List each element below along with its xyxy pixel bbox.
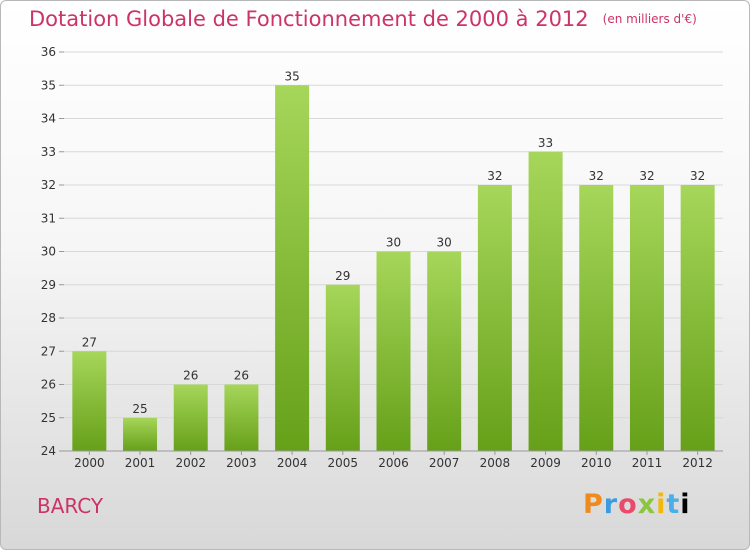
bar-value-label: 32	[639, 169, 654, 183]
bar-value-label: 32	[487, 169, 502, 183]
bar-data-labels: 27 25 26 26 35 29 30 30 32 33 32 32 32	[82, 69, 706, 416]
logo-letter: x	[637, 489, 657, 520]
chart-title-text: Dotation Globale de Fonctionnement de 20…	[29, 7, 589, 31]
y-tick-label: 30	[41, 245, 56, 259]
bar-2000	[72, 351, 107, 451]
y-tick-label: 29	[41, 278, 56, 292]
proxiti-logo: Proxiti	[583, 489, 691, 520]
bar-value-label: 26	[183, 369, 198, 383]
x-tick-label: 2008	[480, 456, 511, 470]
x-tick-label: 2003	[226, 456, 257, 470]
y-tick-label: 24	[41, 444, 56, 458]
bar-2002	[173, 384, 208, 451]
bar-2008	[477, 185, 512, 451]
x-tick-label: 2007	[429, 456, 460, 470]
logo-letter: r	[603, 489, 619, 520]
chart-title: Dotation Globale de Fonctionnement de 20…	[29, 7, 697, 31]
bar-2012	[680, 185, 715, 451]
chart-subtitle: (en milliers d'€)	[602, 12, 697, 26]
bar-2011	[629, 185, 664, 451]
x-tick-label: 2009	[530, 456, 561, 470]
bar-2010	[579, 185, 614, 451]
bar-2009	[528, 151, 563, 451]
bar-value-label: 35	[284, 69, 299, 83]
y-tick-label: 32	[41, 178, 56, 192]
bar-value-label: 33	[538, 136, 553, 150]
x-tick-label: 2004	[277, 456, 308, 470]
bar-value-label: 32	[589, 169, 604, 183]
y-tick-label: 36	[41, 45, 56, 59]
x-tick-label: 2005	[328, 456, 359, 470]
y-axis-ticks: 24 25 26 27 28 29 30 31 32 33 34 35 36	[41, 45, 64, 458]
y-tick-label: 28	[41, 311, 56, 325]
logo-letter: i	[680, 489, 691, 520]
bar-2001	[123, 417, 158, 451]
x-axis-ticks: 2000 2001 2002 2003 2004 2005 2006 2007 2008 2009…	[74, 451, 713, 470]
y-tick-label: 26	[41, 378, 56, 392]
x-tick-label: 2001	[125, 456, 156, 470]
y-tick-label: 34	[41, 112, 56, 126]
bar-2004	[275, 85, 310, 451]
logo-letter: t	[666, 489, 681, 520]
x-tick-label: 2000	[74, 456, 105, 470]
bar-value-label: 29	[335, 269, 350, 283]
bar-2005	[325, 284, 360, 451]
bar-2006	[376, 251, 411, 451]
bar-value-label: 26	[234, 369, 249, 383]
y-tick-label: 35	[41, 78, 56, 92]
bar-value-label: 32	[690, 169, 705, 183]
y-tick-label: 31	[41, 211, 56, 225]
y-tick-label: 25	[41, 411, 56, 425]
bar-value-label: 27	[82, 335, 97, 349]
x-tick-label: 2006	[378, 456, 409, 470]
bar-value-label: 25	[132, 402, 147, 416]
logo-letter: P	[583, 489, 604, 520]
logo-letter: o	[618, 489, 638, 520]
bar-2007	[427, 251, 462, 451]
x-tick-label: 2010	[581, 456, 612, 470]
bar-value-label: 30	[437, 236, 452, 250]
bar-2003	[224, 384, 259, 451]
logo-letter: i	[656, 489, 667, 520]
y-tick-label: 27	[41, 344, 56, 358]
x-tick-label: 2011	[632, 456, 663, 470]
x-tick-label: 2012	[682, 456, 713, 470]
y-tick-label: 33	[41, 145, 56, 159]
place-label: BARCY	[37, 494, 104, 518]
bars	[72, 85, 715, 451]
bar-value-label: 30	[386, 236, 401, 250]
x-tick-label: 2002	[175, 456, 206, 470]
